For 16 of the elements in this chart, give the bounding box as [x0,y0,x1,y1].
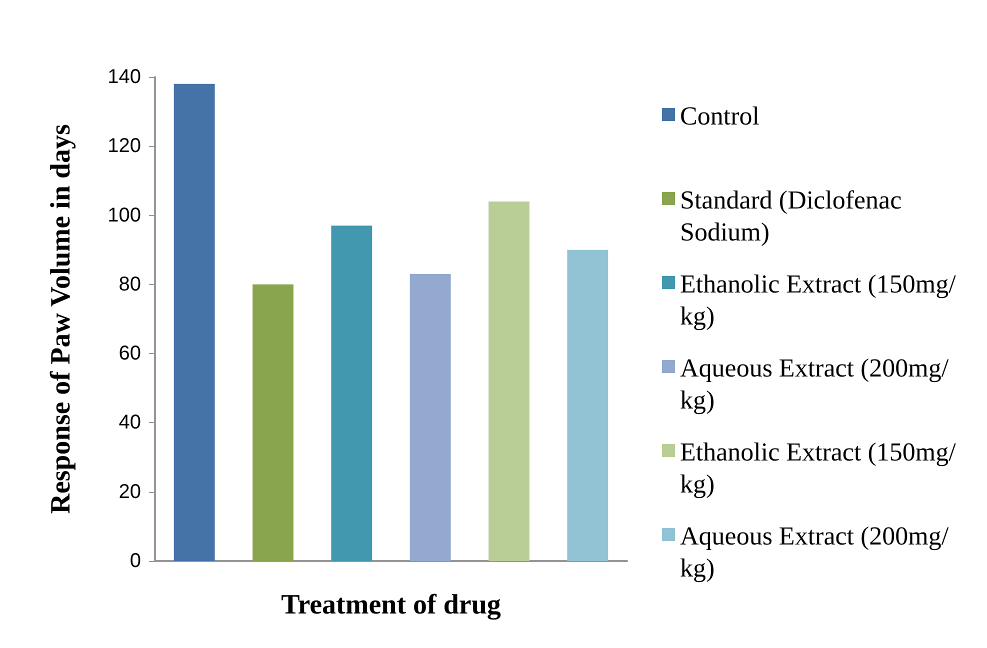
legend-label: Aqueous Extract (200mg/kg) [680,522,950,582]
legend-label: Ethanolic Extract (150mg/kg) [680,270,957,330]
y-tick-label: 20 [118,480,141,503]
y-axis-title: Response of Paw Volume in days [46,124,76,514]
y-tick-label: 80 [118,273,141,296]
x-axis-title: Treatment of drug [281,590,501,620]
y-tick-label: 140 [108,66,141,88]
y-tick-label: 0 [130,550,141,572]
legend-label: Standard (Diclofenac Sodium) [680,186,908,246]
legend-label: Control [680,102,760,130]
y-tick-label: 100 [108,204,141,226]
legend-label: Aqueous Extract (200mg/kg) [680,354,950,414]
y-tick-label: 60 [118,342,141,365]
y-tick-label: 120 [108,135,141,158]
y-tick-label: 40 [118,412,141,434]
legend-label: Ethanolic Extract (150mg/kg) [680,438,957,498]
